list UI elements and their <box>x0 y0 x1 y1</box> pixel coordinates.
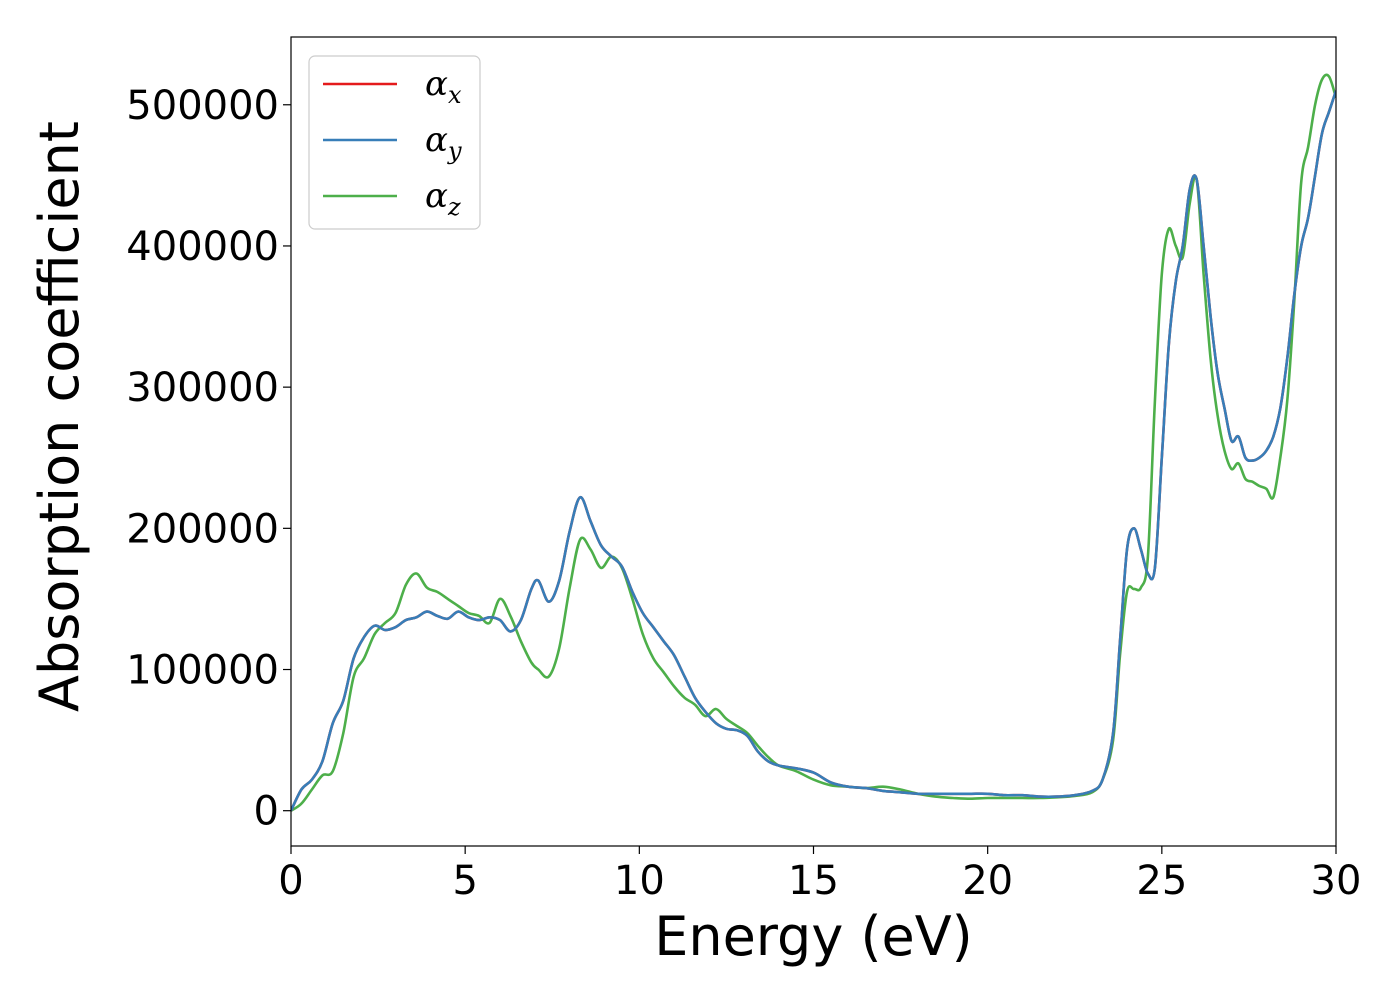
y-tick-label: 100000 <box>126 648 279 694</box>
y-tick-label: 200000 <box>126 506 279 552</box>
x-tick-label: 15 <box>788 858 839 904</box>
legend-label-alpha-z: αz <box>425 176 461 221</box>
x-axis-ticks: 0 5 10 15 20 25 30 <box>278 846 1361 904</box>
x-tick-label: 10 <box>614 858 665 904</box>
y-tick-label: 0 <box>254 789 279 835</box>
legend-label-alpha-x: αx <box>425 64 462 109</box>
legend-label-alpha-y: αy <box>425 120 462 165</box>
y-axis-ticks: 0 100000 200000 300000 400000 500000 <box>126 83 291 835</box>
y-tick-label: 500000 <box>126 83 279 129</box>
x-tick-label: 20 <box>962 858 1013 904</box>
series-line-alpha-y <box>291 90 1336 812</box>
x-tick-label: 5 <box>452 858 477 904</box>
legend-box <box>308 55 481 230</box>
legend: αx αy αz <box>308 55 481 230</box>
x-tick-label: 25 <box>1136 858 1187 904</box>
x-tick-label: 0 <box>278 858 303 904</box>
x-axis-title: Energy (eV) <box>654 905 973 968</box>
y-tick-label: 400000 <box>126 224 279 270</box>
y-tick-label: 300000 <box>126 365 279 411</box>
x-tick-label: 30 <box>1311 858 1362 904</box>
y-axis-title: Absorption coefficient <box>28 121 91 712</box>
series-layer <box>291 73 1336 812</box>
